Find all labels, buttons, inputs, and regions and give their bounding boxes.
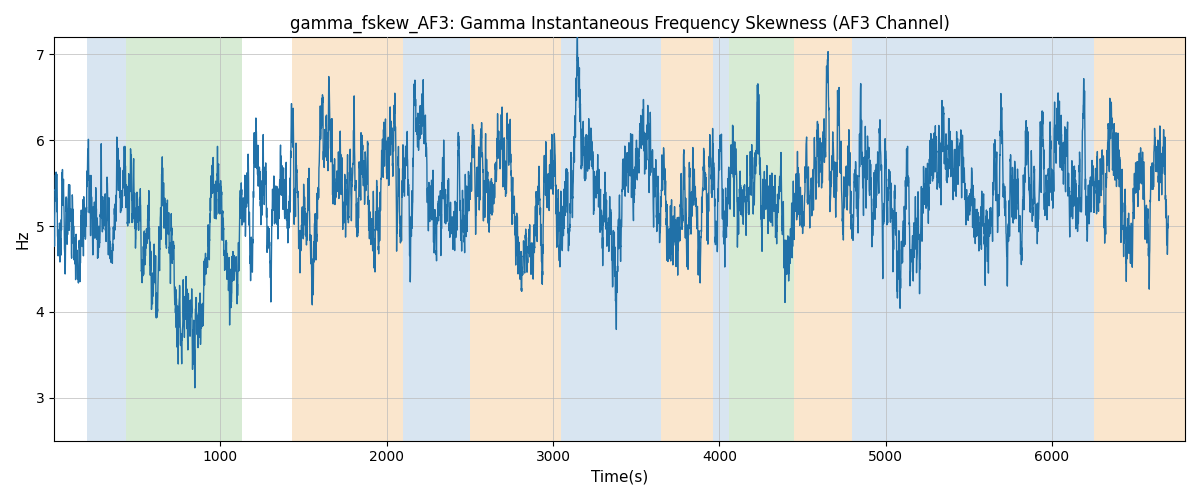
Bar [126, 38, 242, 440]
Bar [794, 38, 852, 440]
Bar [292, 38, 403, 440]
Bar [852, 38, 1074, 440]
Y-axis label: Hz: Hz [16, 230, 30, 249]
Bar [730, 38, 794, 440]
Bar [562, 38, 661, 440]
Bar [661, 38, 713, 440]
X-axis label: Time(s): Time(s) [590, 470, 648, 485]
Bar [1093, 38, 1186, 440]
Bar [1074, 38, 1093, 440]
Bar [470, 38, 562, 440]
Bar [403, 38, 470, 440]
Bar [713, 38, 730, 440]
Title: gamma_fskew_AF3: Gamma Instantaneous Frequency Skewness (AF3 Channel): gamma_fskew_AF3: Gamma Instantaneous Fre… [289, 15, 949, 34]
Bar [88, 38, 126, 440]
